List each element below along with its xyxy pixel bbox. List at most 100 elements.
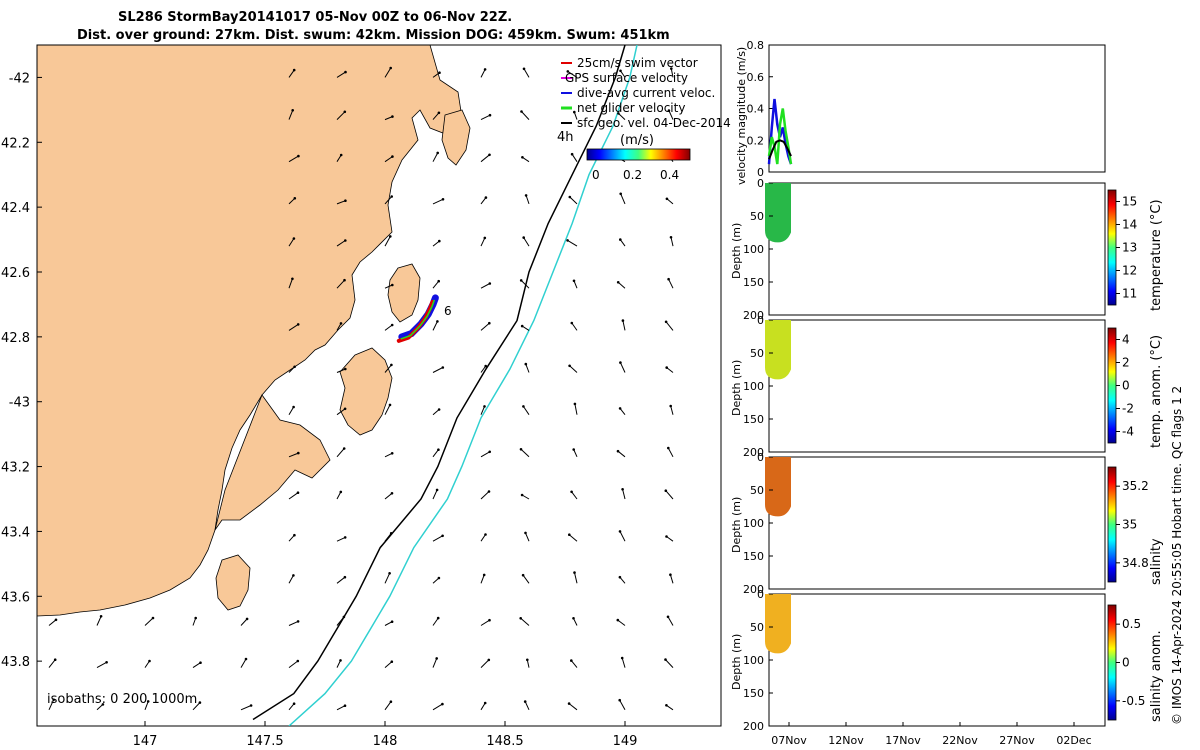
sfc-velocity-arrowhead-106 [618, 530, 622, 533]
sfc-velocity-arrow-31 [480, 197, 487, 205]
sfc-velocity-arrow-9 [288, 110, 294, 120]
sfc-velocity-arrow-100 [336, 536, 346, 542]
sfc-velocity-arrowhead-133 [148, 659, 151, 663]
sfc-velocity-arrowhead-91 [339, 490, 343, 494]
sfc-velocity-arrowhead-65 [390, 363, 393, 367]
section-ytick-label-2-1: 50 [750, 484, 764, 497]
map-legend: 25cm/s swim vector GPS surface velocity … [561, 56, 731, 130]
sfc-velocity-arrowhead-155 [523, 700, 527, 703]
legend-sfc-label: sfc geo. vel. 04-Dec-2014 [577, 116, 731, 130]
section-xtick-label-3: 22Nov [942, 734, 978, 747]
sfc-velocity-arrow-84 [432, 449, 439, 458]
sfc-velocity-arrowhead-51 [572, 279, 576, 283]
sfc-velocity-arrow-143 [621, 657, 626, 668]
sfc-velocity-arrow-107 [666, 536, 674, 542]
sfc-velocity-arrow-101 [384, 532, 392, 542]
sfc-velocity-arrow-68 [525, 363, 530, 373]
section-ytick-label-0-2: 100 [743, 243, 764, 256]
sfc-velocity-arrow-130 [667, 616, 674, 626]
sfc-velocity-arrowhead-72 [292, 405, 295, 409]
sfc-velocity-arrow-10 [336, 111, 346, 120]
sfc-velocity-arrowhead-150 [292, 702, 296, 705]
section-ytick-label-2-4: 200 [743, 583, 764, 596]
sfc-velocity-arrow-92 [384, 492, 393, 500]
sfc-velocity-arrowhead-110 [388, 572, 391, 575]
map-ytick-label-9: 43.8 [1, 655, 30, 670]
sfc-velocity-arrowhead-123 [342, 615, 346, 619]
section-xtick-label-1: 12Nov [828, 734, 864, 747]
sfc-velocity-arrow-22 [480, 154, 490, 163]
sfc-velocity-arrowhead-19 [339, 153, 343, 157]
sfc-velocity-arrowhead-45 [291, 277, 294, 281]
sfc-velocity-arrow-69 [569, 365, 578, 373]
sfc-velocity-arrowhead-93 [435, 488, 439, 492]
sfc-velocity-arrowhead-49 [488, 282, 492, 285]
sfc-velocity-arrow-91 [336, 491, 342, 500]
sfc-velocity-arrow-74 [384, 404, 391, 415]
sfc-velocity-arrow-97 [622, 489, 626, 500]
sfc-velocity-arrowhead-8 [670, 67, 673, 70]
sfc-velocity-arrowhead-137 [339, 659, 342, 662]
section-ytick-label-2-0: 0 [757, 451, 764, 464]
bruny-island [215, 554, 251, 611]
sfc-velocity-arrow-87 [573, 449, 578, 458]
section-ytick-label-1-2: 100 [743, 380, 764, 393]
sfc-velocity-arrow-135 [240, 658, 247, 668]
sfc-velocity-arrow-23 [522, 156, 530, 163]
sfc-velocity-arrow-116 [669, 574, 674, 584]
sfc-velocity-arrowhead-121 [245, 617, 249, 621]
sfc-velocity-arrow-34 [620, 193, 626, 205]
sfc-velocity-arrow-61 [622, 320, 626, 331]
sfc-velocity-arrow-112 [480, 574, 485, 584]
sfc-velocity-arrowhead-5 [522, 67, 526, 71]
section-ylabel-3: Depth (m) [730, 634, 743, 690]
sfc-velocity-arrowhead-82 [342, 447, 346, 450]
sfc-velocity-arrowhead-44 [669, 236, 673, 239]
map-xtick-label-0: 147 [133, 734, 158, 749]
sfc-velocity-arrow-149 [240, 705, 252, 711]
section-ytick-label-3-1: 50 [750, 621, 764, 634]
sfc-velocity-arrow-60 [571, 322, 578, 331]
sfc-velocity-arrowhead-101 [389, 532, 393, 535]
sfc-velocity-arrowhead-60 [570, 321, 574, 325]
sfc-velocity-arrow-56 [384, 324, 393, 331]
map-ytick-label-6: 43.2 [1, 461, 30, 476]
section-cb-tick-label-0-1: 12 [1122, 264, 1137, 278]
sfc-velocity-arrow-80 [670, 405, 674, 415]
sfc-velocity-arrow-90 [288, 492, 299, 500]
sfc-velocity-arrowhead-23 [521, 156, 524, 159]
sfc-velocity-arrowhead-32 [524, 194, 528, 197]
sfc-velocity-arrowhead-146 [101, 703, 105, 706]
sfc-velocity-arrowhead-158 [665, 704, 668, 707]
sfc-velocity-arrow-158 [666, 704, 674, 711]
sfc-velocity-arrowhead-2 [389, 66, 393, 70]
sfc-velocity-arrowhead-103 [484, 533, 487, 536]
sfc-velocity-arrow-28 [336, 200, 346, 205]
sfc-velocity-arrowhead-85 [488, 450, 492, 454]
sfc-velocity-arrowhead-43 [619, 238, 622, 241]
sfc-velocity-arrow-98 [665, 490, 674, 500]
sfc-velocity-arrow-71 [666, 367, 674, 373]
sfc-velocity-arrow-38 [384, 236, 391, 247]
sfc-velocity-arrowhead-95 [520, 493, 524, 497]
map-xtick-label-2: 148 [373, 734, 398, 749]
sfc-velocity-arrowhead-99 [293, 533, 296, 537]
sfc-velocity-arrow-106 [619, 531, 626, 542]
section-ylabel-1: Depth (m) [730, 360, 743, 416]
sfc-velocity-arrowhead-64 [344, 367, 347, 371]
sfc-velocity-arrowhead-17 [667, 109, 671, 112]
sfc-velocity-arrow-115 [619, 576, 626, 584]
sfc-velocity-arrow-102 [432, 535, 443, 542]
sfc-velocity-arrow-141 [526, 659, 530, 668]
velocity-ytick-label-3: 0.6 [747, 71, 765, 84]
sfc-velocity-arrow-45 [288, 278, 293, 289]
sfc-velocity-arrowhead-71 [665, 366, 668, 369]
sfc-velocity-arrow-86 [520, 448, 530, 458]
sfc-velocity-arrow-72 [288, 406, 295, 415]
sfc-velocity-arrowhead-126 [488, 618, 491, 622]
sfc-velocity-arrowhead-54 [296, 323, 300, 326]
sfc-velocity-arrowhead-81 [297, 451, 300, 455]
legend-net-label: net glider velocity [577, 101, 685, 115]
section-cb-tick-label-1-3: 2 [1122, 356, 1130, 370]
sfc-velocity-arrow-49 [480, 283, 491, 289]
